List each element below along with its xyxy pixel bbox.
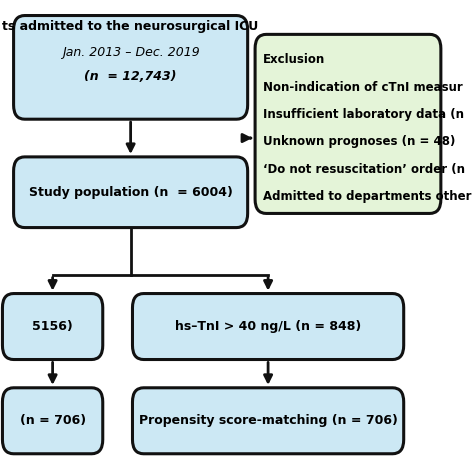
Text: (n = 706): (n = 706) bbox=[19, 414, 86, 427]
Text: hs–TnI > 40 ng/L (n = 848): hs–TnI > 40 ng/L (n = 848) bbox=[175, 320, 361, 333]
FancyBboxPatch shape bbox=[14, 16, 247, 119]
FancyBboxPatch shape bbox=[132, 388, 404, 454]
Text: ts admitted to the neurosurgical ICU: ts admitted to the neurosurgical ICU bbox=[2, 20, 259, 33]
Text: Non-indication of cTnI measur: Non-indication of cTnI measur bbox=[263, 81, 462, 93]
FancyBboxPatch shape bbox=[132, 293, 404, 359]
Text: Admitted to departments other: Admitted to departments other bbox=[263, 190, 471, 203]
Text: Exclusion: Exclusion bbox=[263, 53, 325, 66]
Text: Insufficient laboratory data (n: Insufficient laboratory data (n bbox=[263, 108, 464, 121]
FancyBboxPatch shape bbox=[2, 388, 103, 454]
Text: Unknown prognoses (n = 48): Unknown prognoses (n = 48) bbox=[263, 135, 455, 148]
Text: (n  = 12,743): (n = 12,743) bbox=[84, 70, 177, 83]
FancyBboxPatch shape bbox=[14, 157, 247, 228]
Text: Jan. 2013 – Dec. 2019: Jan. 2013 – Dec. 2019 bbox=[62, 46, 200, 59]
FancyBboxPatch shape bbox=[255, 35, 441, 213]
Text: Propensity score-matching (n = 706): Propensity score-matching (n = 706) bbox=[139, 414, 398, 427]
Text: 5156): 5156) bbox=[32, 320, 73, 333]
Text: Study population (n  = 6004): Study population (n = 6004) bbox=[29, 186, 233, 199]
Text: ‘Do not resuscitation’ order (n: ‘Do not resuscitation’ order (n bbox=[263, 163, 465, 175]
FancyBboxPatch shape bbox=[2, 293, 103, 359]
